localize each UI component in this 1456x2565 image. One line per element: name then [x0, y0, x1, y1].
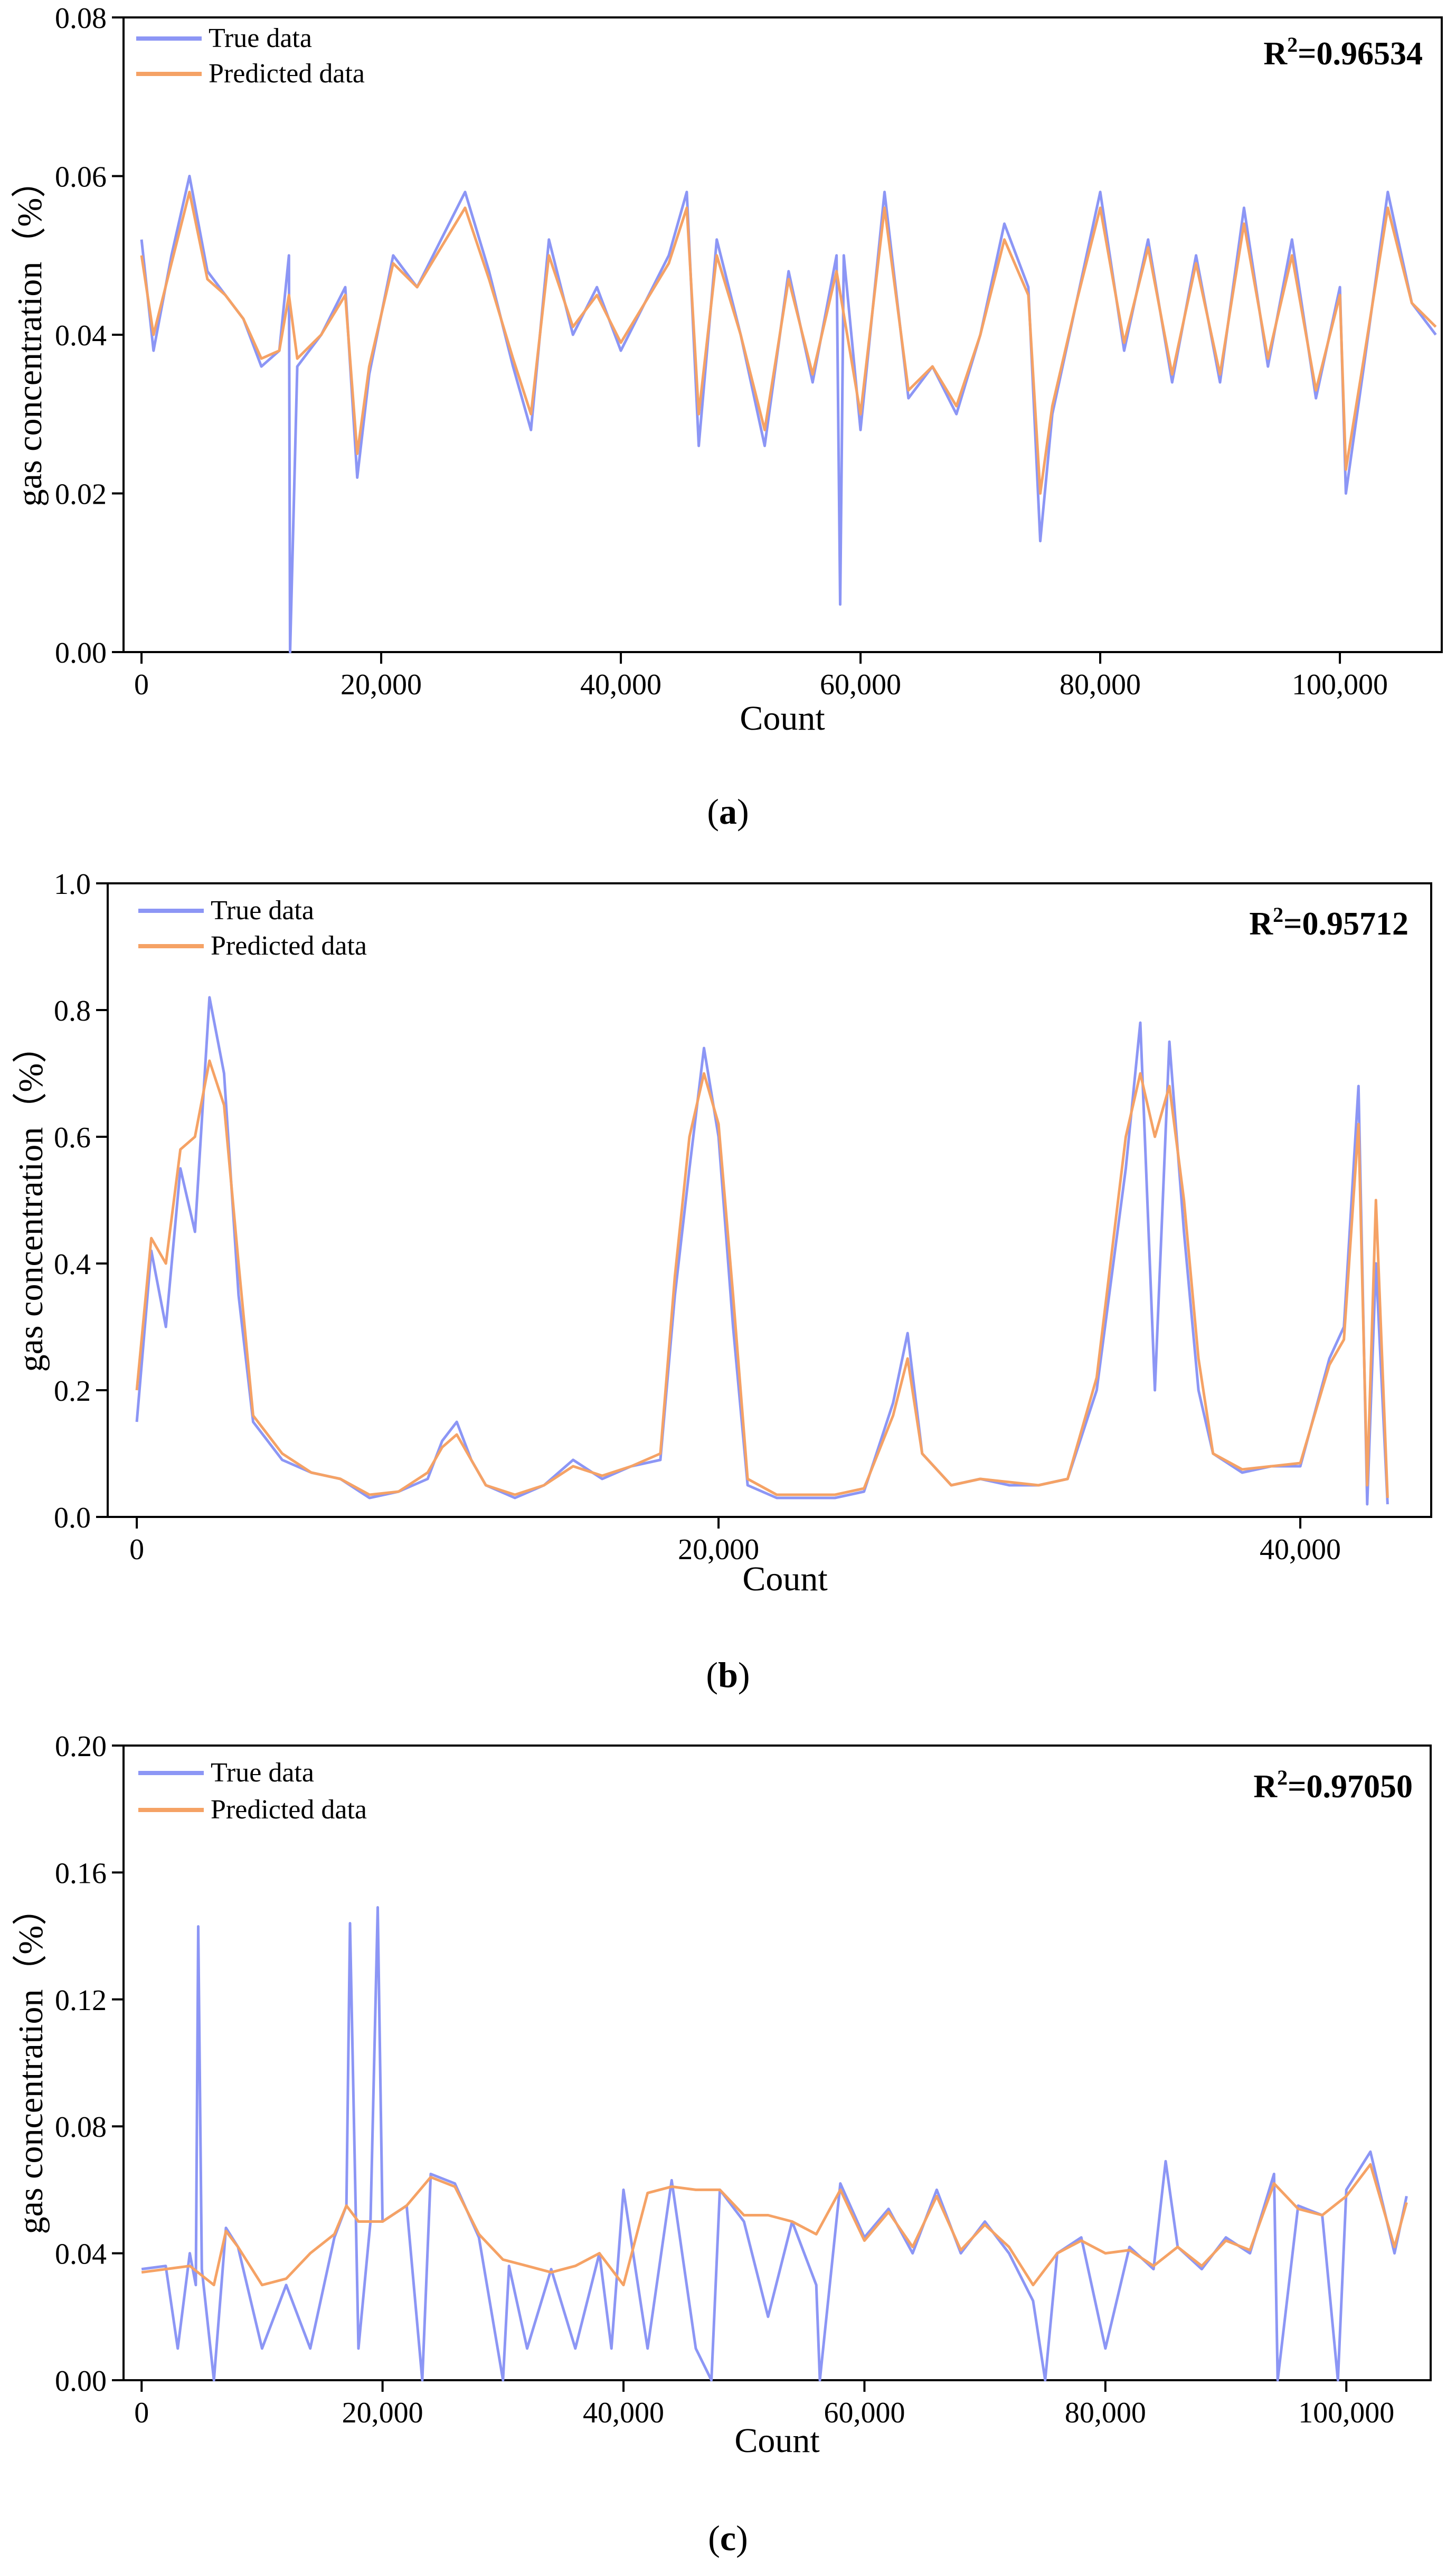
panel-c-legend-predicted-label: Predicted data	[211, 1795, 367, 1825]
panel-a-x-axis-title: Count	[740, 699, 825, 738]
panel-c-y-tick-label: 0.04	[55, 2238, 107, 2271]
panel-b-x-axis-title: Count	[742, 1560, 827, 1598]
panel-a-y-tick-label: 0.02	[55, 478, 107, 511]
panel-c-x-tick-label: 80,000	[1065, 2397, 1146, 2429]
panel-c-plot-frame	[122, 1744, 1432, 2381]
panel-b-y-tick-label: 1.0	[54, 868, 91, 901]
panel-b-y-axis-title: gas concentration（%）	[12, 1029, 50, 1372]
panel-b-x-tick-label: 40,000	[1260, 1533, 1341, 1566]
panel-c-x-tick-label: 100,000	[1298, 2397, 1394, 2429]
panel-a-caption: (a)	[707, 791, 749, 832]
panel-a-y-axis-title: gas concentration（%）	[11, 163, 49, 507]
panel-b-r2-annotation: R2=0.95712	[1249, 903, 1408, 942]
panel-c-legend-true-label: True data	[211, 1758, 314, 1788]
panel-a-x-tick-label: 20,000	[341, 668, 422, 701]
panel-b-caption: (b)	[706, 1655, 750, 1695]
panel-c-y-ticks: 0.00 0.04 0.08 0.12 0.16 0.20	[55, 1730, 124, 2398]
panel-b: 0 20,000 40,000 0.0 0.2 0.4 0.6 0.8 1.0 True da…	[12, 868, 1432, 1695]
panel-a-x-ticks: 0 20,000 40,000 60,000 80,000 100,000	[134, 652, 1388, 701]
panel-b-y-tick-label: 0.6	[54, 1121, 91, 1154]
panel-b-y-ticks: 0.0 0.2 0.4 0.6 0.8 1.0	[54, 868, 108, 1534]
panel-b-x-tick-label: 0	[129, 1533, 144, 1566]
panel-a-legend: True data Predicted data	[136, 23, 365, 89]
panel-a: 0 20,000 40,000 60,000 80,000 100,000 0.000.0…	[11, 2, 1443, 832]
panel-c-r2-annotation: R2=0.97050	[1253, 1766, 1413, 1805]
panel-a-x-tick-label: 40,000	[580, 668, 661, 701]
panel-c-x-tick-label: 40,000	[583, 2397, 664, 2429]
panel-c-y-tick-label: 0.12	[55, 1984, 107, 2017]
panel-c-y-tick-label: 0.16	[55, 1857, 107, 1890]
panel-a-r2-annotation: R2=0.96534	[1263, 33, 1423, 72]
panel-a-x-tick-label: 100,000	[1292, 668, 1388, 701]
panel-c-x-tick-label: 60,000	[824, 2397, 905, 2429]
panel-a-x-tick-label: 60,000	[820, 668, 901, 701]
panel-b-plot-frame	[107, 882, 1432, 1518]
panel-b-true-data-line	[135, 996, 1389, 1506]
panel-a-y-tick-label: 0.00	[55, 637, 107, 669]
panel-c-y-tick-label: 0.20	[55, 1730, 107, 1763]
panel-a-y-ticks: 0.00 0.02 0.04 0.06 0.08	[55, 2, 124, 669]
panel-c-legend: True data Predicted data	[138, 1758, 367, 1825]
panel-c-x-tick-label: 0	[134, 2397, 149, 2429]
panel-c-true-data-line	[141, 1906, 1408, 2382]
panel-c: 0 20,000 40,000 60,000 80,000 100,000 0.000.0…	[12, 1730, 1432, 2558]
panel-b-y-tick-label: 0.0	[54, 1502, 91, 1534]
panel-c-y-tick-label: 0.08	[55, 2111, 107, 2144]
panel-b-data-area	[135, 996, 1389, 1506]
panel-b-y-tick-label: 0.2	[54, 1375, 91, 1408]
panel-b-y-tick-label: 0.4	[54, 1248, 91, 1281]
panel-b-legend: True data Predicted data	[138, 895, 367, 961]
panel-c-x-ticks: 0 20,000 40,000 60,000 80,000 100,000	[134, 2380, 1394, 2429]
panel-a-data-area	[140, 175, 1437, 654]
panel-c-y-axis-title: gas concentration（%）	[12, 1891, 50, 2234]
panel-b-legend-true-label: True data	[211, 895, 314, 926]
panel-a-true-data-line	[140, 175, 1437, 654]
panel-a-legend-predicted-label: Predicted data	[209, 59, 365, 89]
panel-a-y-tick-label: 0.06	[55, 161, 107, 194]
panel-a-legend-true-label: True data	[209, 23, 312, 53]
panel-a-x-tick-label: 80,000	[1060, 668, 1141, 701]
panel-b-x-ticks: 0 20,000 40,000	[129, 1517, 1341, 1566]
panel-a-x-tick-label: 0	[134, 668, 149, 701]
panel-b-y-tick-label: 0.8	[54, 995, 91, 1027]
panel-b-predicted-data-line	[135, 1059, 1389, 1498]
panel-c-x-axis-title: Count	[734, 2421, 819, 2460]
panel-c-caption: (c)	[708, 2518, 748, 2558]
panel-a-y-tick-label: 0.08	[55, 2, 107, 35]
panel-c-predicted-data-line	[141, 2163, 1408, 2287]
panel-c-data-area	[141, 1906, 1408, 2382]
panel-a-y-tick-label: 0.04	[55, 319, 107, 352]
panel-b-legend-predicted-label: Predicted data	[211, 931, 367, 961]
panel-a-predicted-data-line	[140, 191, 1437, 495]
panel-b-x-tick-label: 20,000	[678, 1533, 759, 1566]
panel-c-x-tick-label: 20,000	[342, 2397, 423, 2429]
panel-c-y-tick-label: 0.00	[55, 2365, 107, 2398]
